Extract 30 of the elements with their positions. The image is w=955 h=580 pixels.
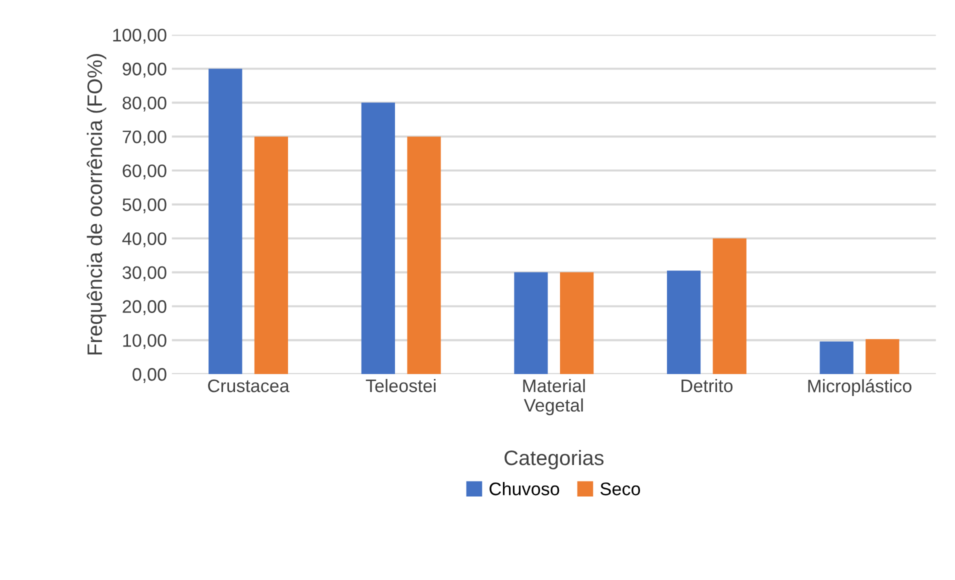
- y-tick-label: 50,00: [122, 198, 166, 214]
- x-tick-label: Crustacea: [208, 379, 290, 392]
- bar: [560, 272, 594, 374]
- x-axis-title: Categorias: [504, 450, 604, 470]
- bar: [254, 136, 288, 374]
- y-tick-label: 0,00: [132, 368, 166, 383]
- y-axis-title: Frequência de ocorrência (FO%): [86, 54, 106, 354]
- legend-label: Seco: [600, 482, 640, 496]
- legend-label: Chuvoso: [490, 482, 560, 496]
- bar: [866, 339, 900, 374]
- x-tick-label: Material Vegetal: [523, 378, 585, 416]
- bar: [361, 102, 395, 374]
- y-tick-label: 10,00: [123, 334, 166, 350]
- y-tick-label: 100,00: [113, 28, 166, 44]
- y-tick-label: 60,00: [122, 164, 166, 180]
- bar: [666, 270, 701, 374]
- bar: [407, 136, 441, 374]
- x-tick-label: Detrito: [682, 378, 733, 392]
- y-tick-label: 30,00: [122, 266, 166, 282]
- y-tick-label: 80,00: [122, 96, 166, 112]
- bar: [514, 272, 548, 374]
- bar: [208, 68, 242, 374]
- bar: [820, 342, 854, 374]
- x-tick-label: Teleostei: [366, 378, 436, 392]
- y-tick-label: 70,00: [122, 130, 166, 146]
- bar: [712, 238, 746, 374]
- y-tick-label: 20,00: [122, 300, 166, 316]
- y-tick-label: 90,00: [122, 62, 166, 78]
- x-tick-label: Microplástico: [808, 378, 912, 396]
- y-tick-label: 40,00: [122, 232, 166, 248]
